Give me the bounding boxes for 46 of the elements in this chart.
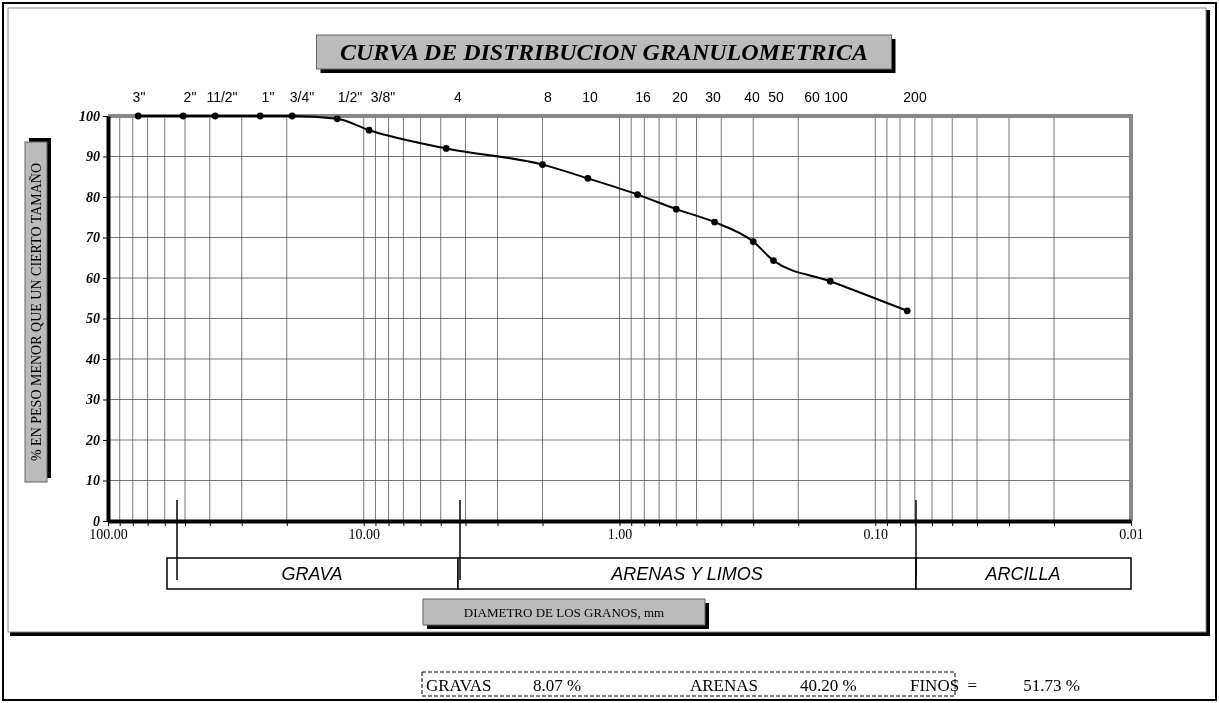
text: 16 (635, 89, 651, 105)
text: 3" (132, 89, 146, 105)
text: 8 (544, 89, 553, 105)
text: 3/8" (370, 89, 396, 105)
x-tick-label: 1.00 (607, 526, 633, 542)
x-tick-label: 0.01 (1119, 526, 1144, 542)
text: 3/4" (289, 89, 315, 105)
y-tick-label: 40 (85, 351, 100, 367)
text: 20 (672, 89, 688, 105)
text: 10 (582, 89, 598, 105)
y-tick-label: 100 (79, 108, 100, 124)
text: 1/2" (337, 89, 363, 105)
y-tick-label: 70 (86, 230, 100, 246)
text: ARENAS Y LIMOS (610, 564, 763, 584)
y-tick-label: 10 (86, 473, 100, 489)
text: 100 (824, 89, 848, 105)
y-tick-label: 20 (85, 432, 100, 448)
y-tick-label: 30 (85, 392, 100, 408)
text: 60 (804, 89, 820, 105)
text: 8.07 % (533, 676, 582, 695)
x-tick-label: 100.00 (89, 526, 128, 542)
x-tick-label: 0.10 (863, 526, 888, 542)
text: GRAVAS (426, 676, 492, 695)
y-axis-title: % EN PESO MENOR QUE UN CIERTO TAMAÑO (29, 162, 44, 462)
chart-title: CURVA DE DISTRIBUCION GRANULOMETRICA (340, 39, 868, 66)
text: ARENAS (690, 676, 759, 695)
x-tick-label: 10.00 (348, 526, 380, 542)
y-tick-label: 90 (86, 149, 100, 165)
text: 4 (454, 89, 463, 105)
text: 1" (261, 89, 275, 105)
y-tick-label: 60 (86, 270, 100, 286)
text: 11/2" (206, 89, 238, 105)
text: 2" (183, 89, 197, 105)
y-tick-label: 0 (93, 513, 100, 529)
text: 50 (768, 89, 784, 105)
y-tick-label: 80 (86, 189, 100, 205)
text: FINOS = (910, 676, 978, 695)
text: ARCILLA (984, 564, 1061, 584)
text: 30 (705, 89, 721, 105)
y-tick-label: 50 (86, 311, 100, 327)
text: 40 (744, 89, 760, 105)
x-axis-title: DIAMETRO DE LOS GRANOS, mm (463, 604, 665, 620)
text: 200 (903, 89, 927, 105)
text: 51.73 % (1023, 676, 1080, 695)
text: 40.20 % (800, 676, 857, 695)
text: GRAVA (281, 564, 343, 584)
